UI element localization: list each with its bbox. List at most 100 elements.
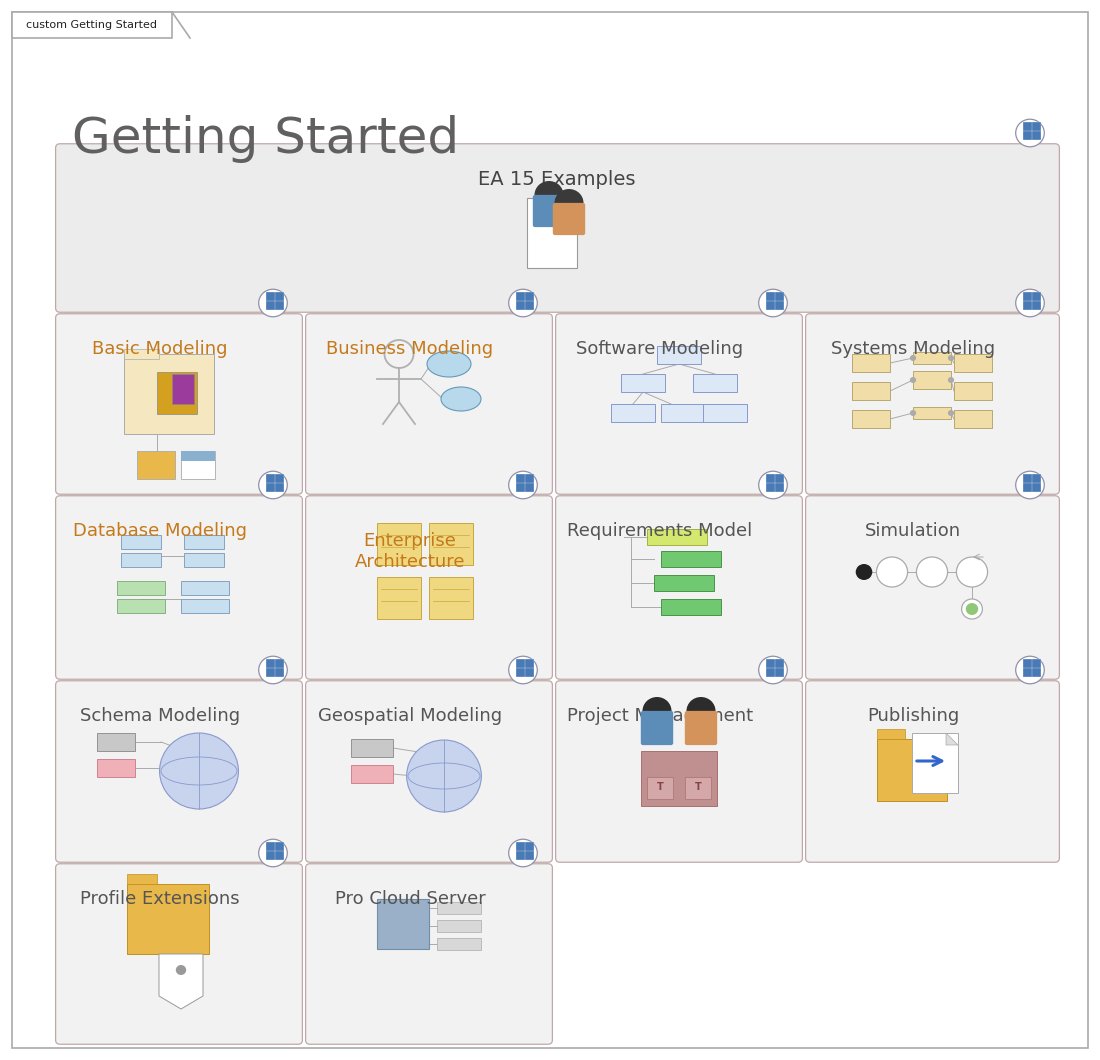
FancyBboxPatch shape bbox=[556, 681, 802, 862]
FancyBboxPatch shape bbox=[266, 474, 276, 483]
FancyBboxPatch shape bbox=[525, 474, 535, 483]
Circle shape bbox=[910, 355, 916, 361]
Circle shape bbox=[407, 740, 482, 812]
FancyBboxPatch shape bbox=[266, 850, 276, 860]
Circle shape bbox=[948, 377, 954, 383]
FancyBboxPatch shape bbox=[126, 874, 157, 884]
FancyBboxPatch shape bbox=[693, 374, 737, 392]
FancyBboxPatch shape bbox=[685, 711, 717, 745]
FancyBboxPatch shape bbox=[121, 553, 161, 567]
Circle shape bbox=[508, 656, 537, 684]
FancyBboxPatch shape bbox=[525, 842, 535, 851]
FancyBboxPatch shape bbox=[774, 668, 784, 677]
Text: Profile Extensions: Profile Extensions bbox=[80, 890, 240, 908]
Text: Publishing: Publishing bbox=[867, 707, 959, 725]
FancyBboxPatch shape bbox=[516, 292, 526, 301]
FancyBboxPatch shape bbox=[1032, 482, 1042, 492]
Text: Simulation: Simulation bbox=[865, 522, 961, 540]
FancyBboxPatch shape bbox=[641, 750, 717, 806]
FancyBboxPatch shape bbox=[805, 681, 1059, 862]
FancyBboxPatch shape bbox=[516, 842, 526, 851]
Text: Requirements Model: Requirements Model bbox=[568, 522, 752, 540]
Circle shape bbox=[535, 181, 563, 209]
FancyBboxPatch shape bbox=[306, 864, 552, 1044]
Text: Project Management: Project Management bbox=[566, 707, 754, 725]
FancyBboxPatch shape bbox=[1032, 300, 1042, 310]
FancyBboxPatch shape bbox=[377, 899, 429, 949]
FancyBboxPatch shape bbox=[774, 474, 784, 483]
FancyBboxPatch shape bbox=[1023, 292, 1033, 301]
FancyBboxPatch shape bbox=[124, 354, 214, 434]
FancyBboxPatch shape bbox=[56, 314, 302, 494]
FancyBboxPatch shape bbox=[377, 523, 421, 565]
Circle shape bbox=[258, 472, 287, 499]
FancyBboxPatch shape bbox=[182, 581, 229, 595]
FancyBboxPatch shape bbox=[306, 681, 552, 862]
Circle shape bbox=[910, 410, 916, 416]
FancyBboxPatch shape bbox=[703, 404, 747, 422]
Circle shape bbox=[258, 289, 287, 317]
FancyBboxPatch shape bbox=[1023, 482, 1033, 492]
FancyBboxPatch shape bbox=[610, 404, 654, 422]
FancyBboxPatch shape bbox=[525, 659, 535, 669]
FancyBboxPatch shape bbox=[266, 300, 276, 310]
FancyBboxPatch shape bbox=[437, 902, 481, 914]
FancyBboxPatch shape bbox=[1023, 668, 1033, 677]
FancyBboxPatch shape bbox=[1023, 300, 1033, 310]
Text: EA 15 Examples: EA 15 Examples bbox=[478, 170, 636, 189]
Circle shape bbox=[508, 289, 537, 317]
FancyBboxPatch shape bbox=[1032, 668, 1042, 677]
FancyBboxPatch shape bbox=[516, 659, 526, 669]
FancyBboxPatch shape bbox=[805, 496, 1059, 679]
Text: custom Getting Started: custom Getting Started bbox=[26, 20, 157, 30]
FancyBboxPatch shape bbox=[117, 581, 165, 595]
FancyBboxPatch shape bbox=[1023, 659, 1033, 669]
FancyBboxPatch shape bbox=[1032, 659, 1042, 669]
FancyBboxPatch shape bbox=[556, 496, 802, 679]
Circle shape bbox=[759, 289, 788, 317]
FancyBboxPatch shape bbox=[621, 374, 665, 392]
FancyBboxPatch shape bbox=[275, 659, 285, 669]
Circle shape bbox=[258, 840, 287, 867]
FancyBboxPatch shape bbox=[275, 842, 285, 851]
Circle shape bbox=[916, 556, 947, 587]
FancyBboxPatch shape bbox=[1032, 122, 1042, 131]
Circle shape bbox=[1015, 656, 1044, 684]
FancyBboxPatch shape bbox=[766, 300, 775, 310]
Polygon shape bbox=[160, 954, 204, 1009]
FancyBboxPatch shape bbox=[661, 551, 721, 567]
FancyBboxPatch shape bbox=[654, 575, 714, 591]
FancyBboxPatch shape bbox=[516, 668, 526, 677]
Ellipse shape bbox=[441, 387, 481, 411]
FancyBboxPatch shape bbox=[182, 450, 214, 479]
Text: Basic Modeling: Basic Modeling bbox=[92, 340, 228, 358]
FancyBboxPatch shape bbox=[525, 850, 535, 860]
Circle shape bbox=[759, 472, 788, 499]
FancyBboxPatch shape bbox=[774, 659, 784, 669]
FancyBboxPatch shape bbox=[306, 496, 552, 679]
FancyBboxPatch shape bbox=[429, 523, 473, 565]
FancyBboxPatch shape bbox=[351, 739, 393, 757]
Circle shape bbox=[948, 410, 954, 416]
FancyBboxPatch shape bbox=[913, 407, 952, 419]
Circle shape bbox=[966, 603, 978, 615]
FancyBboxPatch shape bbox=[661, 599, 721, 615]
FancyBboxPatch shape bbox=[774, 300, 784, 310]
Text: Business Modeling: Business Modeling bbox=[327, 340, 494, 358]
FancyBboxPatch shape bbox=[182, 450, 214, 461]
FancyBboxPatch shape bbox=[553, 202, 585, 235]
FancyBboxPatch shape bbox=[275, 850, 285, 860]
Polygon shape bbox=[946, 734, 958, 745]
Circle shape bbox=[508, 840, 537, 867]
FancyBboxPatch shape bbox=[97, 734, 135, 750]
FancyBboxPatch shape bbox=[266, 292, 276, 301]
Text: Database Modeling: Database Modeling bbox=[73, 522, 248, 540]
FancyBboxPatch shape bbox=[56, 681, 302, 862]
FancyBboxPatch shape bbox=[117, 599, 165, 613]
FancyBboxPatch shape bbox=[182, 599, 229, 613]
FancyBboxPatch shape bbox=[172, 374, 194, 404]
Text: Pro Cloud Server: Pro Cloud Server bbox=[334, 890, 485, 908]
Circle shape bbox=[554, 189, 583, 217]
FancyBboxPatch shape bbox=[766, 482, 775, 492]
FancyBboxPatch shape bbox=[126, 884, 209, 954]
